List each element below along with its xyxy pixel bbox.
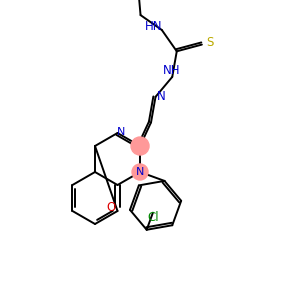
Text: NH: NH bbox=[163, 64, 180, 77]
Text: HN: HN bbox=[145, 20, 163, 32]
Text: S: S bbox=[206, 36, 214, 49]
Text: O: O bbox=[106, 201, 115, 214]
Circle shape bbox=[132, 164, 148, 180]
Text: N: N bbox=[117, 127, 126, 137]
Text: Cl: Cl bbox=[147, 211, 159, 224]
Text: N: N bbox=[157, 90, 166, 103]
Text: N: N bbox=[136, 167, 144, 177]
Circle shape bbox=[131, 137, 149, 155]
